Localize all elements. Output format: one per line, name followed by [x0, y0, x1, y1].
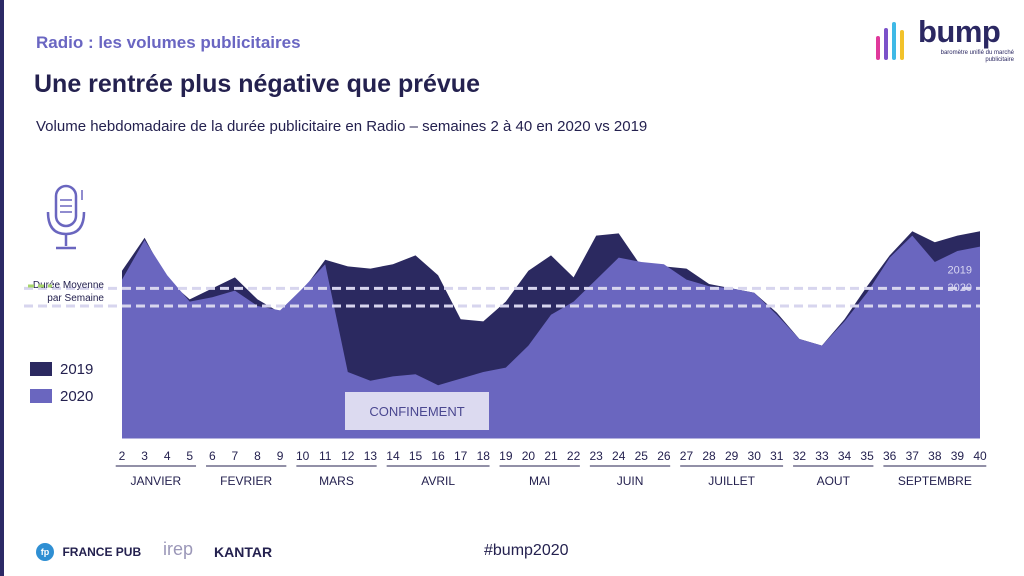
x-tick-label: 34: [838, 449, 852, 463]
x-tick-label: 23: [589, 449, 603, 463]
x-tick-label: 40: [973, 449, 987, 463]
x-tick-label: 28: [702, 449, 716, 463]
month-label: AOUT: [817, 474, 851, 488]
legend-swatch-2019: [30, 362, 52, 376]
left-accent-bar: [0, 0, 4, 576]
month-label: JUIN: [617, 474, 644, 488]
month-label: JUILLET: [708, 474, 755, 488]
legend-label-2019: 2019: [60, 360, 94, 378]
x-tick-label: 9: [277, 449, 284, 463]
x-tick-label: 33: [815, 449, 829, 463]
month-label: MAI: [529, 474, 550, 488]
section-title: Radio : les volumes publicitaires: [36, 33, 301, 52]
france-pub-logo: fp FRANCE PUB: [36, 543, 141, 561]
x-tick-label: 38: [928, 449, 942, 463]
legend-label-2020: 2020: [60, 387, 94, 405]
x-tick-label: 39: [951, 449, 965, 463]
x-tick-label: 15: [409, 449, 423, 463]
average-line-icon: [28, 284, 52, 288]
france-pub-label: FRANCE PUB: [62, 545, 142, 559]
hashtag: #bump2020: [484, 542, 569, 559]
x-tick-label: 26: [657, 449, 671, 463]
x-tick-label: 11: [319, 449, 332, 463]
x-tick-label: 36: [883, 449, 897, 463]
x-tick-label: 3: [141, 449, 148, 463]
month-label: MARS: [319, 474, 354, 488]
x-tick-label: 21: [544, 449, 558, 463]
x-tick-label: 13: [364, 449, 378, 463]
x-tick-label: 31: [770, 449, 784, 463]
chart-subtitle: Volume hebdomadaire de la durée publicit…: [36, 118, 648, 135]
logo-wordmark: bump: [918, 14, 1001, 49]
logo-bars-icon: [876, 22, 904, 60]
x-tick-label: 19: [499, 449, 513, 463]
x-tick-label: 22: [567, 449, 581, 463]
x-tick-label: 32: [793, 449, 807, 463]
month-label: SEPTEMBRE: [898, 474, 972, 488]
x-tick-label: 16: [431, 449, 445, 463]
bump-logo: bump baromètre unifié du marché publicit…: [874, 14, 1014, 64]
month-label: FEVRIER: [220, 474, 272, 488]
x-tick-label: 12: [341, 449, 355, 463]
x-tick-label: 29: [725, 449, 739, 463]
legend-item-2020: 2020: [30, 386, 110, 406]
x-tick-label: 7: [232, 449, 239, 463]
x-tick-label: 6: [209, 449, 216, 463]
month-label: JANVIER: [131, 474, 182, 488]
confinement-box: [345, 392, 489, 430]
month-label: AVRIL: [421, 474, 455, 488]
x-tick-label: 18: [477, 449, 491, 463]
page-title: Une rentrée plus négative que prévue: [34, 70, 480, 98]
x-tick-label: 27: [680, 449, 694, 463]
x-tick-label: 8: [254, 449, 261, 463]
france-pub-icon: fp: [36, 543, 54, 561]
legend-swatch-2020: [30, 389, 52, 403]
legend-item-2019: 2019: [30, 359, 110, 379]
area-series-2020: [122, 235, 980, 438]
x-tick-label: 14: [386, 449, 400, 463]
x-tick-label: 35: [860, 449, 874, 463]
x-tick-label: 2: [119, 449, 126, 463]
confinement-label: CONFINEMENT: [369, 404, 464, 419]
x-tick-label: 20: [522, 449, 536, 463]
x-tick-label: 24: [612, 449, 626, 463]
x-tick-label: 25: [635, 449, 649, 463]
x-tick-label: 17: [454, 449, 468, 463]
microphone-icon: [46, 184, 86, 250]
irep-logo: irep: [163, 539, 194, 559]
x-tick-label: 30: [748, 449, 762, 463]
average-line-label-2019: 2019: [948, 264, 972, 276]
logo-tagline: baromètre unifié du marché publicitaire: [940, 50, 1014, 63]
kantar-logo: KANTAR: [214, 544, 273, 560]
x-tick-label: 4: [164, 449, 171, 463]
legend-average-label: Durée Moyenne par Semaine: [32, 280, 104, 304]
x-tick-label: 10: [296, 449, 310, 463]
x-tick-label: 5: [186, 449, 193, 463]
legend-average: Durée Moyenne par Semaine: [24, 279, 104, 305]
x-tick-label: 37: [906, 449, 920, 463]
average-line-label-2020: 2020: [948, 282, 972, 294]
